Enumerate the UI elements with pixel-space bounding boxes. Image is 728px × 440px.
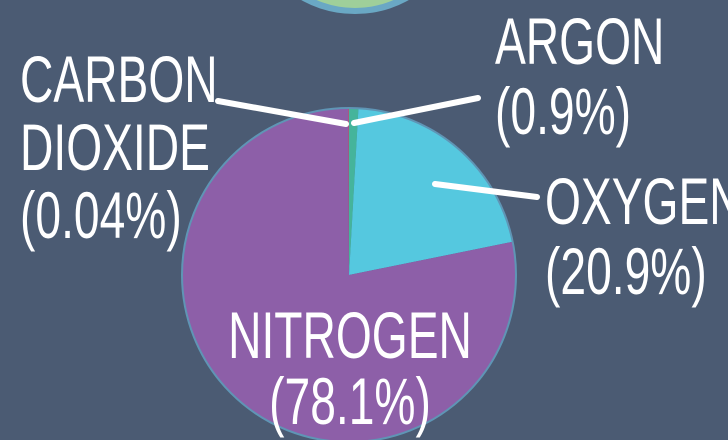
slice-value: (20.9%) bbox=[545, 235, 707, 309]
slice-label: ARGON(0.9%) bbox=[495, 5, 664, 149]
slice-name: CARBON DIOXIDE bbox=[20, 43, 218, 185]
pie-outline bbox=[181, 107, 517, 440]
slice-label: CARBON DIOXIDE(0.04%) bbox=[20, 43, 218, 253]
pie-slice bbox=[182, 108, 516, 440]
slice-value: (0.9%) bbox=[495, 75, 631, 149]
slice-name-line: OXYGEN bbox=[545, 165, 728, 239]
slice-value: (78.1%) bbox=[269, 365, 431, 439]
globe bbox=[316, 0, 394, 8]
slice-name: NITROGEN bbox=[228, 299, 472, 373]
leader-line bbox=[432, 181, 540, 200]
slice-name: ARGON bbox=[495, 5, 664, 79]
leader-line bbox=[215, 98, 349, 127]
pie-slice bbox=[349, 108, 513, 275]
slice-name: OXYGEN bbox=[545, 165, 728, 239]
pie-slice bbox=[349, 108, 359, 275]
slice-name-line: DIOXIDE bbox=[20, 111, 210, 185]
slice-name-line: NITROGEN bbox=[228, 299, 472, 373]
slice-name-line: CARBON bbox=[20, 43, 218, 117]
pie bbox=[182, 108, 516, 440]
slice-label: NITROGEN(78.1%) bbox=[228, 299, 472, 439]
slice-label: OXYGEN(20.9%) bbox=[545, 165, 728, 309]
slice-name-line: ARGON bbox=[495, 5, 664, 79]
leader-line bbox=[351, 95, 481, 126]
slice-value: (0.04%) bbox=[20, 179, 182, 253]
labels: ARGON(0.9%)OXYGEN(20.9%)NITROGEN(78.1%)C… bbox=[20, 5, 728, 439]
